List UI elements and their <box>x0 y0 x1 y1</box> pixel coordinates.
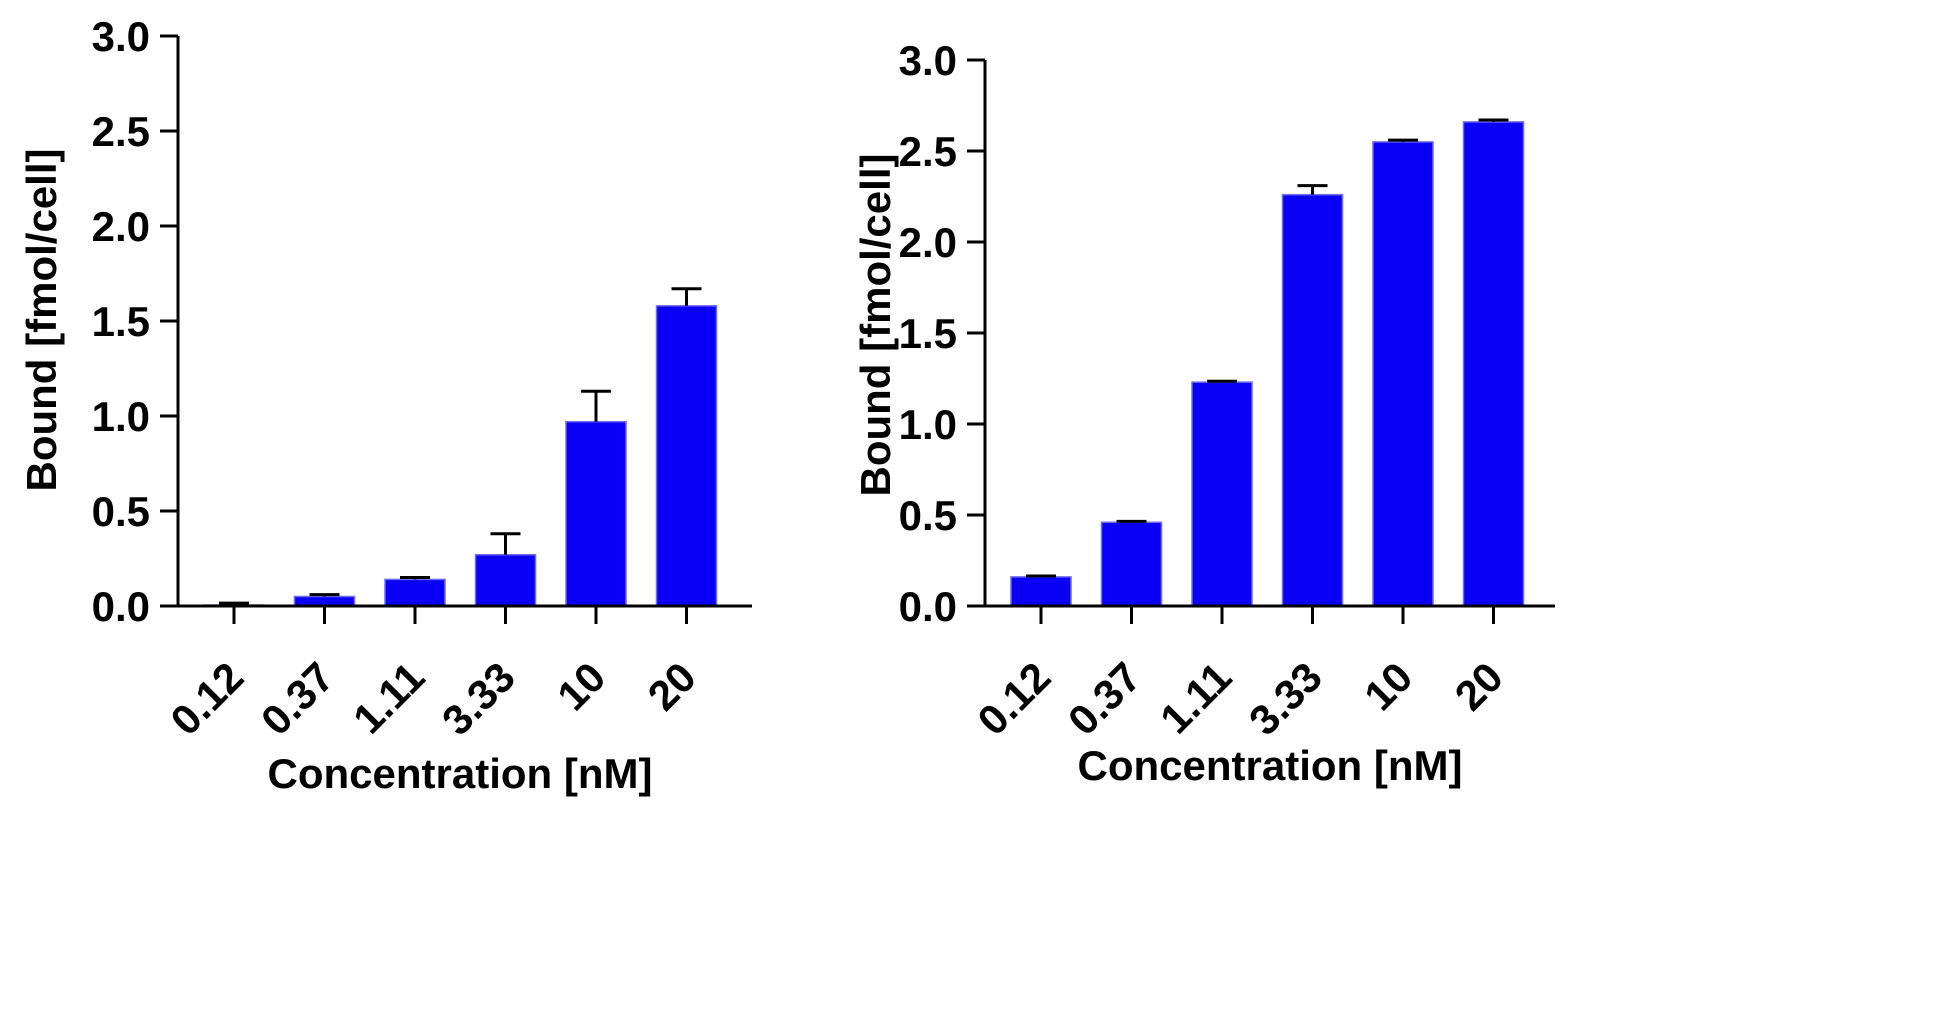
x-tick-label: 0.12 <box>161 653 252 744</box>
bar <box>655 305 718 607</box>
y-tick-label: 1.0 <box>92 393 150 440</box>
chart-right: 0.12 0.37 1.11 3.33 10 20 0.0 0.5 1.0 1.5 2.0 2.5 3.… <box>852 37 1555 789</box>
x-tick-label: 0.37 <box>252 653 343 744</box>
y-tick-label: 2.0 <box>899 219 957 266</box>
y-tick-label: 1.0 <box>899 401 957 448</box>
y-tick-label: 0.0 <box>899 583 957 630</box>
x-tick-label: 1.11 <box>344 653 433 742</box>
y-tick-label: 2.5 <box>899 128 957 175</box>
y-tick-label: 0.5 <box>899 492 957 539</box>
bar <box>565 420 627 607</box>
x-tick-label: 3.33 <box>1240 653 1331 744</box>
bar <box>384 578 446 607</box>
y-axis-title: Bound [fmol/cell] <box>18 149 65 492</box>
bar <box>1010 576 1072 607</box>
y-tick-label: 1.5 <box>92 298 150 345</box>
bar <box>1372 141 1434 607</box>
x-tick-label: 10 <box>548 653 614 719</box>
y-tick-label: 2.0 <box>92 203 150 250</box>
x-tick-label: 0.12 <box>968 653 1059 744</box>
x-tick-label: 20 <box>639 653 705 719</box>
x-tick-label: 20 <box>1446 653 1512 719</box>
y-tick-label: 1.5 <box>899 310 957 357</box>
bar <box>1281 193 1344 607</box>
bar <box>1100 521 1163 607</box>
bar <box>1191 381 1253 607</box>
y-axis-title: Bound [fmol/cell] <box>852 154 899 497</box>
y-tick-label: 0.5 <box>92 488 150 535</box>
x-axis-title: Concentration [nM] <box>268 750 653 797</box>
y-tick-label: 3.0 <box>92 13 150 60</box>
chart-left: 0.12 0.37 1.11 3.33 10 20 0.0 0.5 1.0 1.5 2.0 2.5 3.… <box>18 13 752 797</box>
x-tick-label: 10 <box>1355 653 1421 719</box>
bar <box>474 553 537 607</box>
y-tick-label: 0.0 <box>92 583 150 630</box>
x-axis-title: Concentration [nM] <box>1078 742 1463 789</box>
x-tick-label: 3.33 <box>433 653 524 744</box>
y-tick-label: 2.5 <box>92 108 150 155</box>
x-tick-label: 0.37 <box>1059 653 1150 744</box>
x-tick-label: 1.11 <box>1151 653 1240 742</box>
y-tick-label: 3.0 <box>899 37 957 84</box>
bar <box>1462 121 1525 607</box>
